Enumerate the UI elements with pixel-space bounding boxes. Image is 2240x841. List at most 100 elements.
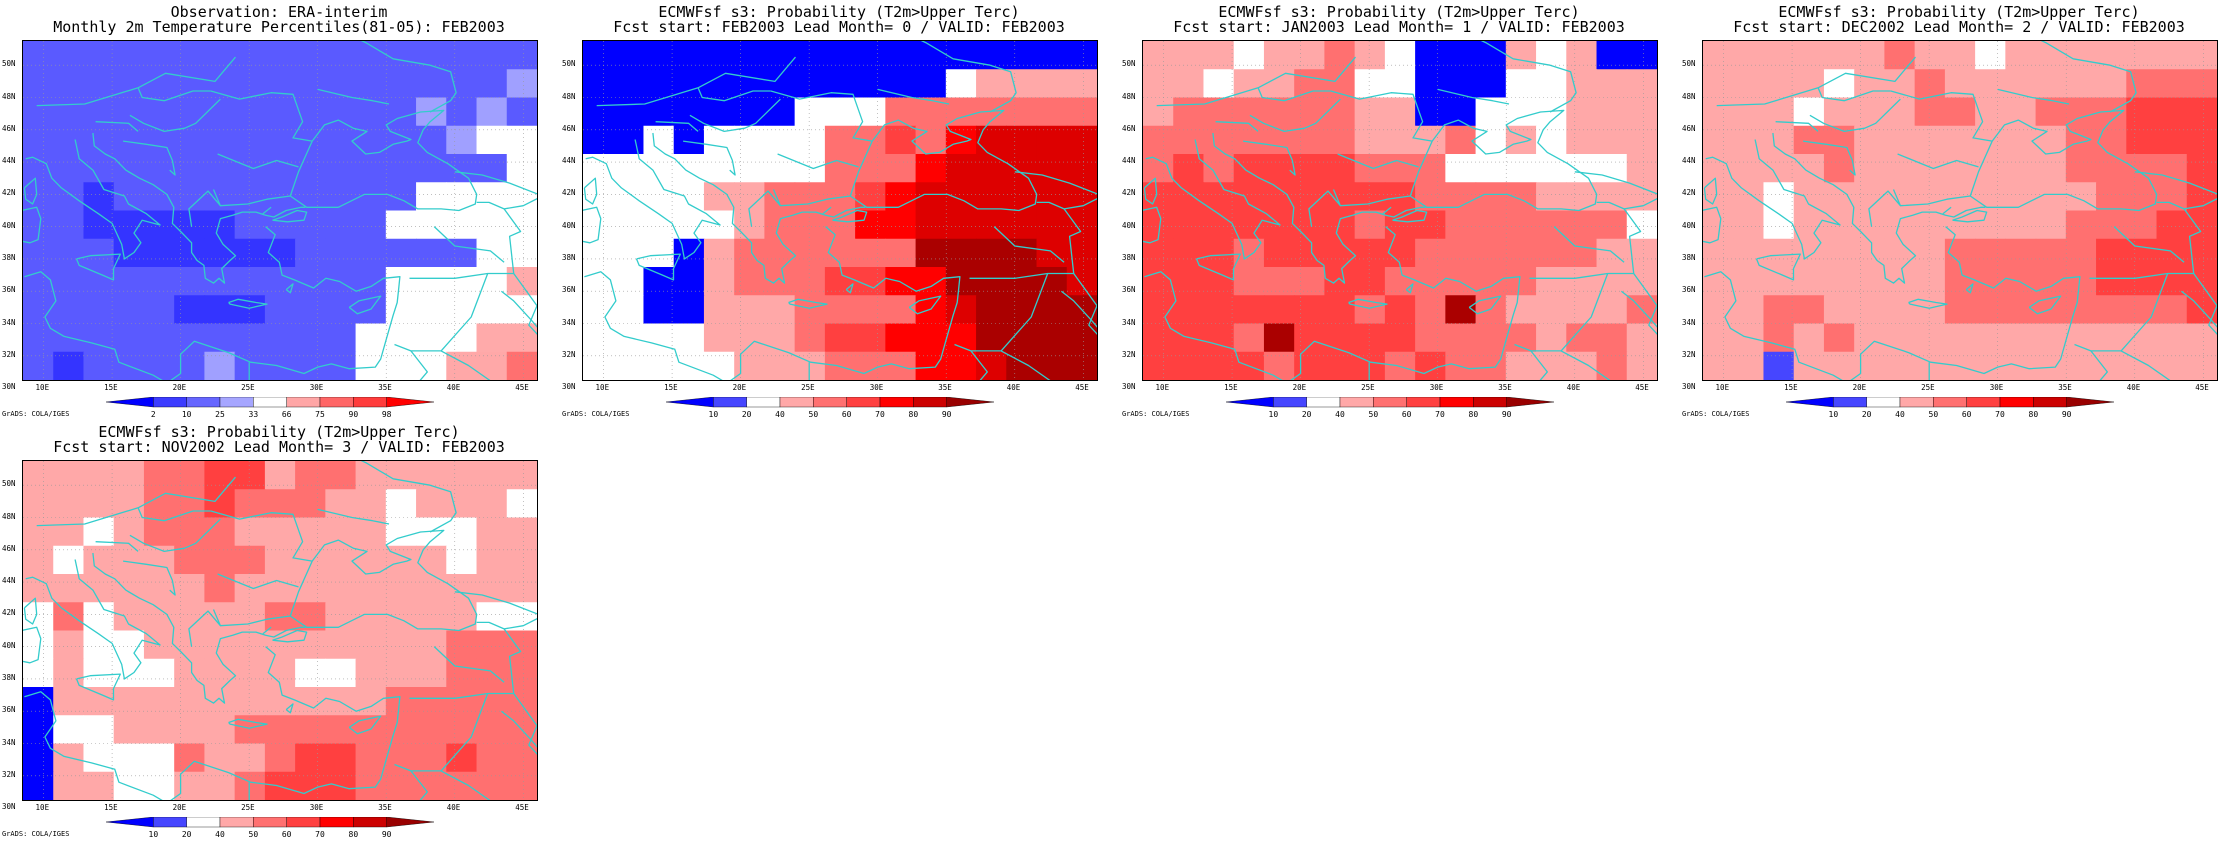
grid-cell <box>23 323 54 353</box>
lat-tick-label: 40N <box>562 220 576 230</box>
grid-cell <box>1884 97 1916 127</box>
grid-cell <box>583 351 614 380</box>
grid-cell <box>53 69 85 99</box>
grid-cell <box>1763 267 1795 296</box>
grid-cell <box>1066 210 1097 240</box>
coastline <box>36 476 236 527</box>
grid-cell <box>885 69 917 99</box>
grid-cell <box>83 267 115 296</box>
grid-cell <box>794 125 826 155</box>
coastline <box>360 41 457 113</box>
lon-tick-label: 20E <box>1292 383 1307 392</box>
grid-cell <box>113 461 145 490</box>
coastline <box>1969 109 2158 212</box>
grid-cell <box>1036 323 1068 353</box>
grid-cell <box>1823 154 1855 183</box>
map-panel-lead3: ECMWFsf s3: Probability (T2m>Upper Terc)… <box>0 420 560 840</box>
grid-cell <box>234 545 266 575</box>
grid-cell <box>945 351 977 380</box>
grid-cell <box>234 687 266 716</box>
lat-tick-label: 46N <box>2 543 16 553</box>
colorbar-label: 80 <box>349 830 359 839</box>
grid-cell <box>1884 351 1916 380</box>
grid-cell <box>1703 323 1734 353</box>
grid-cell <box>976 267 1007 296</box>
coastline <box>75 673 121 701</box>
grid-cell <box>83 125 115 155</box>
grid-cell <box>385 295 417 325</box>
grid-cell <box>113 545 145 575</box>
colorbar-label: 60 <box>282 830 292 839</box>
coastline <box>348 295 382 315</box>
colorbar-label: 20 <box>1302 410 1312 419</box>
grid-cell <box>945 154 977 183</box>
grid-cell <box>1733 182 1765 212</box>
grid-cell <box>1763 238 1795 268</box>
grid-cell <box>1066 97 1097 127</box>
map-plot-area <box>22 40 538 381</box>
grid-cell <box>1823 295 1855 325</box>
colorbar-label: 40 <box>775 410 785 419</box>
grid-cell <box>855 323 886 353</box>
grid-cell <box>1143 351 1174 380</box>
grid-cell <box>416 154 447 183</box>
grid-cell <box>174 687 206 716</box>
coastline <box>970 350 988 380</box>
colorbar-swatch <box>1833 397 1867 408</box>
grid-cell <box>2035 323 2067 353</box>
grid-cell <box>1294 97 1326 127</box>
grid-cell <box>1566 154 1598 183</box>
grid-cell <box>325 154 357 183</box>
grid-cell <box>673 182 705 212</box>
grid-cell <box>2126 182 2158 212</box>
grid-cell <box>643 210 675 240</box>
grid-cell <box>204 210 236 240</box>
coastline <box>129 98 221 133</box>
grid-cell <box>1626 125 1657 155</box>
grid-cell <box>83 630 115 660</box>
grid-cell <box>234 182 266 212</box>
grid-cell <box>143 771 175 800</box>
grid-cell <box>446 295 478 325</box>
grid-cell <box>1263 323 1295 353</box>
grid-cell <box>703 154 735 183</box>
coastline <box>289 109 478 212</box>
lat-tick-label: 42N <box>2 608 16 618</box>
grid-cell <box>1354 182 1386 212</box>
grid-cell <box>1233 323 1265 353</box>
grid-cell <box>53 630 85 660</box>
grid-cell <box>945 267 977 296</box>
grid-cell <box>2096 267 2127 296</box>
grid-cell <box>2126 125 2158 155</box>
lat-tick-label: 36N <box>1122 285 1136 295</box>
grid-cell <box>1173 295 1205 325</box>
grid-cell <box>506 351 537 380</box>
colorbar-label: 10 <box>709 410 719 419</box>
colorbar-swatch <box>1933 397 1967 408</box>
grid-cell <box>143 658 175 688</box>
grid-cell <box>2096 295 2127 325</box>
grid-cell <box>1036 182 1068 212</box>
grid-cell <box>23 461 54 490</box>
grid-cell <box>174 574 206 603</box>
grid-cell <box>506 267 537 296</box>
colorbar: 10 20 40 50 60 70 80 90 <box>1785 397 2115 419</box>
grid-cell <box>1294 267 1326 296</box>
grid-cell <box>1143 238 1174 268</box>
coastline <box>1553 226 1625 263</box>
coastline <box>75 253 121 281</box>
grid-cell <box>583 238 614 268</box>
grid-cell <box>23 517 54 547</box>
lat-tick-label: 36N <box>1682 285 1696 295</box>
grid-cell <box>673 323 705 353</box>
colorbar-swatch <box>319 397 354 408</box>
grid-cell <box>1596 182 1628 212</box>
lat-tick-label: 48N <box>2 91 16 101</box>
colorbar-swatch <box>779 397 814 408</box>
lat-tick-label: 30N <box>562 382 576 392</box>
coastline <box>748 189 782 227</box>
grid-cell <box>204 238 236 268</box>
grid-cell <box>1505 69 1537 99</box>
grid-cell <box>325 658 357 688</box>
colorbar-swatch <box>286 817 321 828</box>
